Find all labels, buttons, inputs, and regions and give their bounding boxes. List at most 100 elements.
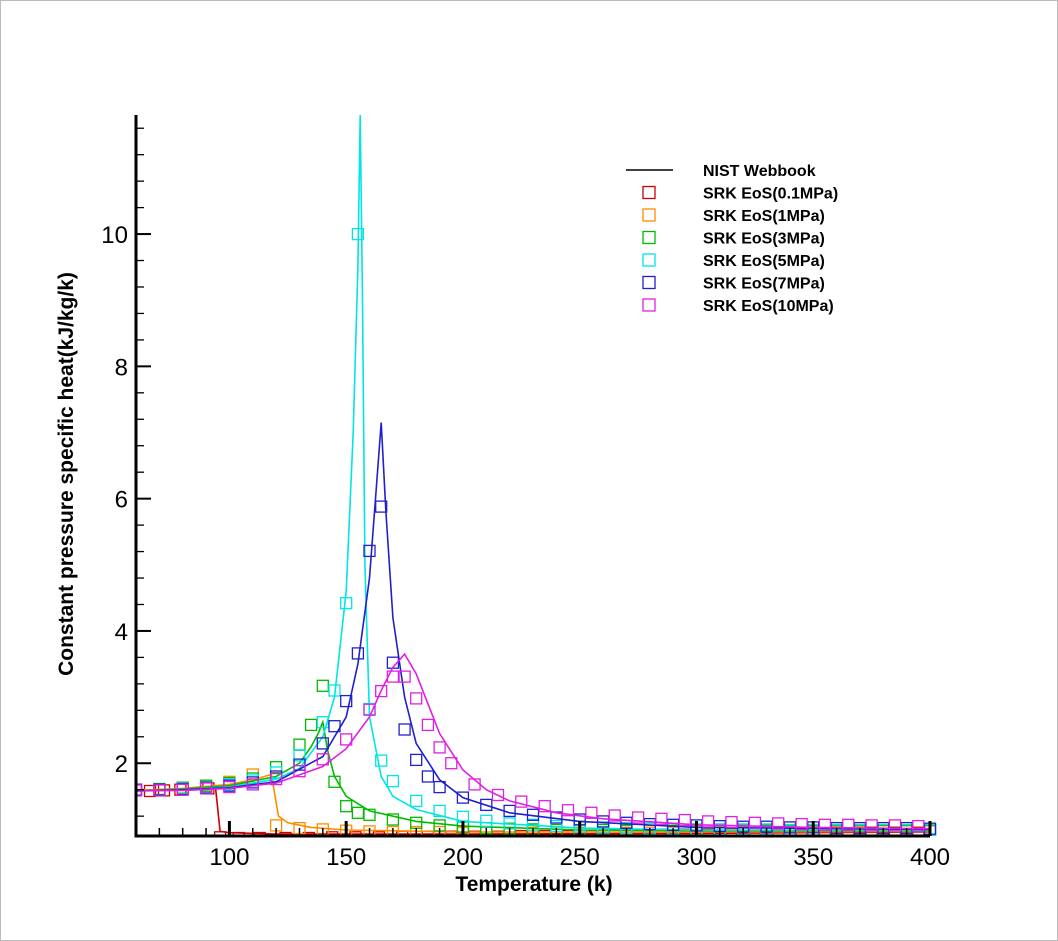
axes-layer: 100 150 200 250 300 350 400 2 4 6 8 10: [101, 115, 950, 871]
data-point-srk-eos-0-1mpa-20: [561, 829, 575, 836]
legend-label-srk-eos-0-1mpa: SRK EoS(0.1MPa): [703, 186, 838, 203]
data-point-srk-eos-10mpa-30: [748, 816, 762, 829]
legend-marker-srk-eos-5mpa: [642, 253, 656, 267]
x-tick-label-150: 150: [326, 844, 366, 871]
data-point-srk-eos-7mpa-21: [503, 804, 516, 818]
y-tick-label-6: 6: [115, 487, 128, 514]
data-point-srk-eos-10mpa-1: [153, 784, 166, 797]
data-point-srk-eos-7mpa-12: [363, 544, 376, 558]
data-point-srk-eos-7mpa-8: [316, 737, 329, 750]
legend-label-srk-eos-7mpa: SRK EoS(7MPa): [703, 276, 825, 293]
data-point-srk-eos-10mpa-9: [340, 733, 353, 746]
x-tick-label-200: 200: [443, 844, 483, 871]
data-point-srk-eos-10mpa-17: [445, 757, 458, 770]
data-point-srk-eos-7mpa-22: [526, 808, 540, 821]
data-point-srk-eos-5mpa-9: [328, 684, 341, 697]
y-tick-label-4: 4: [115, 619, 128, 646]
data-point-srk-eos-7mpa-20: [480, 798, 493, 812]
data-point-srk-eos-7mpa-16: [410, 753, 423, 767]
y-tick-label-2: 2: [115, 751, 128, 778]
data-point-srk-eos-10mpa-18: [468, 778, 481, 791]
legend-marker-srk-eos-0-1mpa: [642, 185, 656, 200]
data-point-srk-eos-10mpa-0: [136, 784, 143, 797]
data-point-srk-eos-0-1mpa-16: [468, 830, 481, 836]
x-tick-label-350: 350: [793, 844, 833, 871]
data-point-srk-eos-10mpa-6: [269, 772, 283, 786]
data-point-srk-eos-7mpa-11: [351, 647, 365, 660]
legend-label-srk-eos-5mpa: SRK EoS(5MPa): [703, 253, 825, 270]
data-point-srk-eos-10mpa-2: [176, 783, 189, 796]
data-point-srk-eos-10mpa-10: [363, 703, 376, 716]
data-point-srk-eos-0-1mpa-7: [253, 831, 266, 836]
data-point-srk-eos-0-1mpa-19: [538, 829, 551, 836]
data-point-srk-eos-0-1mpa-5: [213, 831, 227, 836]
data-point-srk-eos-10mpa-37: [912, 819, 925, 833]
data-point-srk-eos-10mpa-35: [865, 819, 878, 832]
legend-marker-srk-eos-7mpa: [642, 275, 656, 290]
data-point-srk-eos-3mpa-11: [340, 800, 353, 813]
data-point-srk-eos-10mpa-11: [375, 684, 388, 698]
data-point-srk-eos-7mpa-7: [293, 758, 306, 771]
legend-marker-srk-eos-1mpa: [642, 208, 656, 222]
data-point-srk-eos-7mpa-17: [421, 770, 435, 783]
data-point-srk-eos-10mpa-12: [386, 670, 400, 683]
x-tick-label-100: 100: [209, 844, 249, 871]
data-point-srk-eos-0-1mpa-6: [232, 831, 245, 836]
data-point-srk-eos-0-1mpa-33: [865, 826, 878, 836]
data-point-srk-eos-1mpa-10: [363, 825, 376, 836]
data-point-srk-eos-3mpa-10: [328, 775, 341, 788]
data-point-srk-eos-10mpa-24: [608, 809, 621, 822]
data-point-srk-eos-10mpa-28: [701, 815, 715, 828]
data-point-srk-eos-10mpa-36: [888, 819, 902, 832]
data-point-srk-eos-1mpa-13: [433, 825, 446, 836]
data-point-srk-eos-5mpa-16: [433, 804, 446, 818]
data-point-srk-eos-10mpa-16: [433, 741, 446, 754]
data-point-srk-eos-0-1mpa-8: [279, 831, 292, 836]
data-point-srk-eos-10mpa-5: [246, 778, 259, 791]
series-line-srk-eos-10mpa: [136, 652, 931, 830]
legend: NIST Webbook SRK EoS(0.1MPa) SRK EoS(1MPa)…: [626, 163, 838, 315]
data-point-srk-eos-1mpa-11: [386, 825, 400, 836]
data-point-srk-eos-3mpa-13: [363, 808, 376, 821]
data-point-srk-eos-0-1mpa-27: [725, 827, 738, 836]
series-group: [136, 114, 937, 836]
y-tick-label-8: 8: [115, 354, 128, 381]
data-point-srk-eos-3mpa-9: [316, 679, 329, 692]
data-point-srk-eos-1mpa-12: [410, 825, 423, 836]
legend-label-nist-webbook: NIST Webbook: [703, 163, 816, 180]
x-tick-label-400: 400: [910, 844, 950, 871]
data-point-srk-eos-10mpa-34: [842, 818, 855, 831]
legend-marker-srk-eos-10mpa: [642, 298, 656, 312]
data-point-srk-eos-7mpa-15: [398, 723, 411, 736]
legend-label-srk-eos-3mpa: SRK EoS(3MPa): [703, 231, 825, 248]
data-point-srk-eos-5mpa-14: [386, 774, 400, 788]
data-point-srk-eos-10mpa-7: [293, 765, 306, 778]
data-point-srk-eos-3mpa-8: [304, 718, 318, 732]
data-point-srk-eos-10mpa-8: [316, 753, 329, 766]
series-line-srk-eos-7mpa: [136, 422, 931, 831]
data-point-srk-eos-0-1mpa-12: [372, 831, 386, 836]
data-point-srk-eos-7mpa-9: [328, 720, 341, 733]
data-point-srk-eos-5mpa-18: [480, 814, 493, 827]
data-point-srk-eos-10mpa-4: [223, 780, 236, 794]
data-point-srk-eos-7mpa-13: [375, 500, 388, 513]
data-point-srk-eos-7mpa-19: [456, 791, 470, 804]
x-axis-title: Temperature (k): [455, 873, 612, 896]
series-line-srk-eos-5mpa: [136, 114, 930, 831]
data-point-srk-eos-7mpa-10: [340, 694, 353, 708]
data-point-srk-eos-0-1mpa-18: [515, 829, 528, 836]
data-point-srk-eos-5mpa-15: [410, 794, 423, 808]
data-point-srk-eos-10mpa-15: [421, 718, 435, 732]
data-point-srk-eos-10mpa-25: [631, 811, 645, 824]
data-point-srk-eos-0-1mpa-11: [349, 831, 362, 836]
y-tick-label-10: 10: [101, 222, 128, 249]
legend-label-srk-eos-10mpa: SRK EoS(10MPa): [703, 298, 834, 315]
data-point-srk-eos-0-1mpa-9: [302, 831, 315, 836]
data-point-srk-eos-10mpa-13: [398, 670, 411, 683]
data-point-srk-eos-10mpa-33: [818, 818, 832, 831]
y-axis-title: Constant pressure specific heat(kJ/kg/k): [55, 272, 78, 676]
data-point-srk-eos-10mpa-3: [199, 782, 213, 795]
data-point-srk-eos-5mpa-13: [375, 754, 388, 767]
